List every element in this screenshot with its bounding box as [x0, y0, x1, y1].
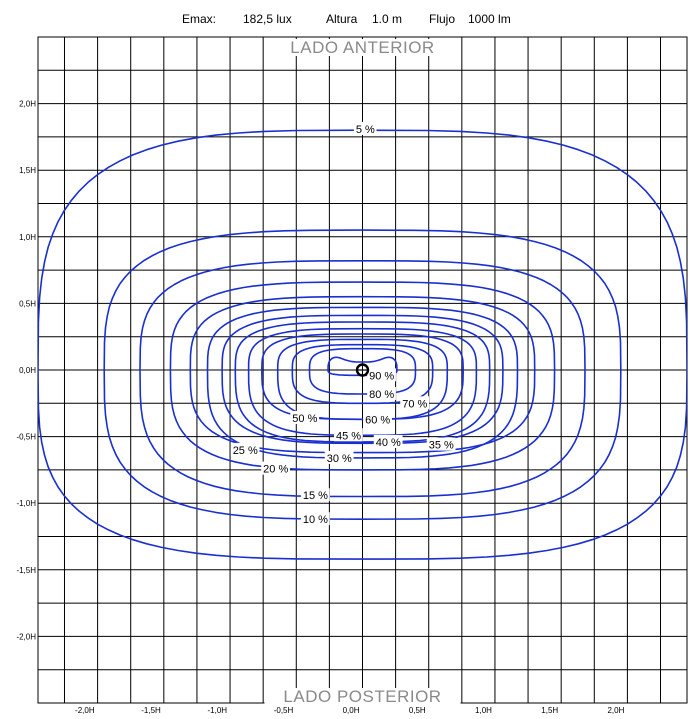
contour-label-bg — [367, 368, 396, 382]
contour-label-bg — [334, 428, 363, 442]
contour-label-bg — [363, 412, 392, 426]
flux-label: Flujo — [429, 12, 455, 26]
contour-label: 30 % — [327, 453, 352, 465]
contour-labels: 5 % 10 % 15 % 20 % 25 % 30 % 35 % 40 % 45 % 50 % 6… — [230, 121, 456, 526]
contour-label: 40 % — [376, 437, 401, 449]
contour-label-bg — [367, 386, 396, 400]
height-value: 1.0 m — [372, 12, 402, 26]
contour-label: 45 % — [336, 430, 361, 442]
emax-label: Emax: — [182, 12, 216, 26]
flux-value: 1000 lm — [468, 12, 511, 26]
isolux-contours — [38, 129, 687, 560]
x-tick-label: -1,0H — [207, 706, 227, 715]
isolux-contour — [189, 295, 536, 454]
y-tick-labels: 2,0H 1,5H 1,0H 0,5H 0,0H -0,5H -1,0H -1,5H -2,0H — [16, 100, 36, 642]
side-label-bottom: LADO POSTERIOR — [283, 687, 441, 706]
contour-label: 20 % — [263, 464, 288, 476]
isolux-contour — [38, 129, 687, 560]
isolux-contour — [206, 306, 519, 459]
contour-label-bg — [426, 437, 456, 451]
y-tick-label: -0,5H — [16, 433, 36, 442]
isolux-contour — [169, 281, 556, 471]
chart-header: Emax: 182,5 lux Altura 1.0 m Flujo 1000 … — [182, 12, 511, 26]
contour-label-bg — [230, 442, 260, 456]
isolux-contour — [234, 321, 491, 443]
contour-label-bg — [353, 121, 377, 135]
contour-label-bg — [373, 434, 403, 448]
y-tick-label: 0,5H — [19, 299, 36, 308]
emax-value: 182,5 lux — [243, 12, 292, 26]
contour-label-bg — [300, 512, 330, 526]
isolux-contour — [261, 333, 464, 421]
luminaire-marker — [355, 363, 370, 377]
contour-label: 35 % — [429, 440, 454, 452]
x-tick-label: 0,5H — [409, 706, 426, 715]
luminaire-circle — [355, 363, 370, 377]
isolux-contour — [308, 347, 417, 395]
contour-label-bg — [290, 410, 320, 424]
side-label-top: LADO ANTERIOR — [290, 38, 434, 57]
contour-label: 5 % — [356, 124, 375, 136]
contour-label-bg — [400, 396, 430, 410]
x-tick-label: -1,5H — [141, 706, 161, 715]
x-tick-label: -2,0H — [75, 706, 95, 715]
y-tick-label: -1,5H — [16, 566, 36, 575]
contour-label-bg — [300, 488, 330, 502]
contour-label: 90 % — [369, 370, 394, 382]
isolux-contour — [247, 327, 478, 437]
contour-label: 50 % — [292, 413, 317, 425]
contour-label: 15 % — [303, 490, 328, 502]
isolux-contour — [276, 338, 449, 421]
x-tick-label: 2,0H — [607, 706, 624, 715]
grid-lines — [38, 36, 687, 704]
contour-label: 10 % — [303, 514, 328, 526]
y-tick-label: 1,5H — [19, 166, 36, 175]
contour-label-bg — [324, 450, 354, 464]
x-tick-label: 1,5H — [541, 706, 558, 715]
y-tick-label: -1,0H — [16, 499, 36, 508]
side-labels: LADO ANTERIOR LADO POSTERIOR — [264, 38, 461, 706]
height-label: Altura — [326, 12, 358, 26]
contour-label-bg — [261, 461, 290, 475]
isolux-contour — [139, 260, 586, 498]
x-tick-labels: -2,0H -1,5H -1,0H -0,5H 0,0H 0,5H 1,0H 1,5H 2,0H — [75, 706, 625, 715]
x-tick-label: 1,0H — [475, 706, 492, 715]
y-tick-label: 1,0H — [19, 233, 36, 242]
y-tick-label: 2,0H — [19, 100, 36, 109]
isolux-contour — [221, 314, 504, 445]
contour-label: 25 % — [233, 445, 258, 457]
x-tick-label: 0,0H — [343, 706, 360, 715]
y-tick-label: -2,0H — [16, 632, 36, 641]
contour-label: 60 % — [365, 414, 390, 426]
y-tick-label: 0,0H — [19, 366, 36, 375]
contour-label: 70 % — [402, 398, 427, 410]
contour-label: 80 % — [369, 389, 394, 401]
x-tick-label: -0,5H — [274, 706, 294, 715]
isolux-contour — [103, 229, 622, 520]
